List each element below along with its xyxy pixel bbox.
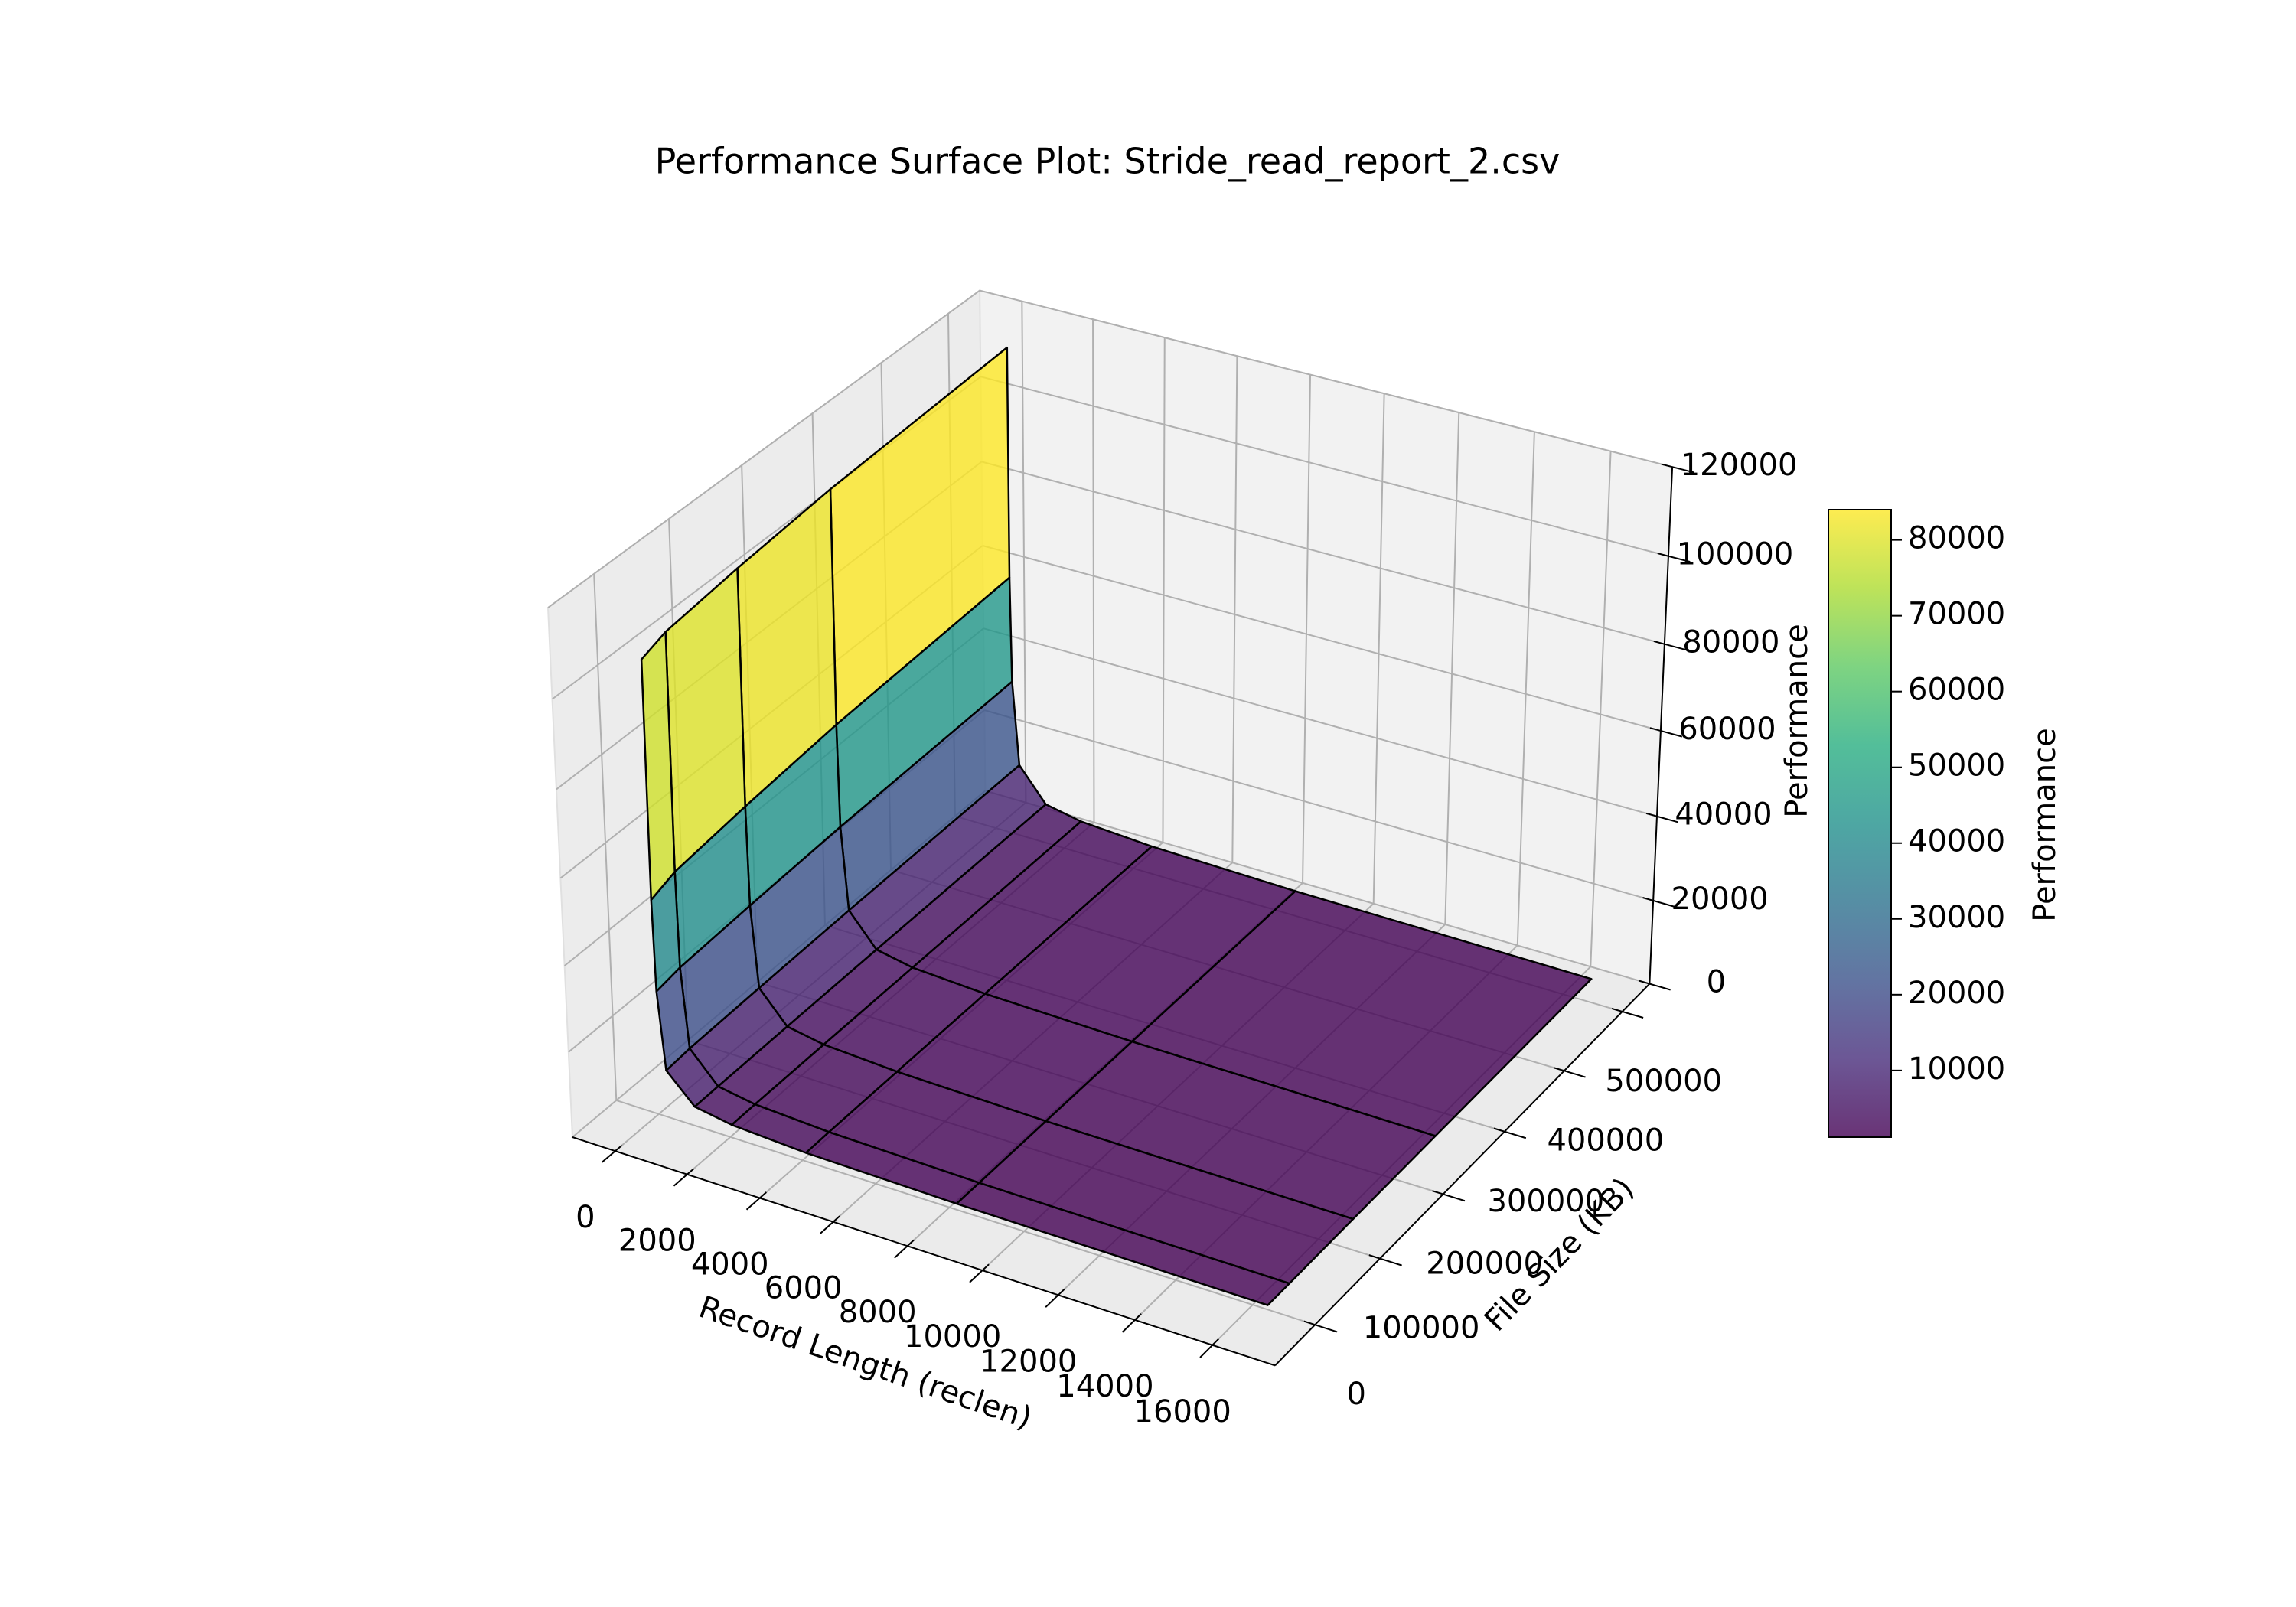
z-tick-label: 60000 bbox=[1678, 712, 1776, 747]
grid-line bbox=[1021, 301, 1027, 803]
y-tick-mark bbox=[1303, 1320, 1338, 1333]
colorbar-tick-label: 70000 bbox=[1908, 597, 2005, 632]
y-tick-label: 300000 bbox=[1487, 1184, 1604, 1219]
x-tick-mark bbox=[673, 1168, 695, 1187]
x-tick-mark bbox=[601, 1144, 623, 1163]
x-tick-label: 8000 bbox=[839, 1295, 917, 1330]
grid-line bbox=[593, 573, 618, 1100]
x-tick-mark bbox=[1199, 1338, 1219, 1358]
x-tick-mark bbox=[819, 1215, 840, 1234]
z-axis-label: Performance bbox=[1779, 624, 1815, 817]
grid-line bbox=[982, 545, 1662, 732]
z-tick-mark bbox=[1661, 463, 1694, 474]
colorbar-tick-label: 60000 bbox=[1908, 673, 2005, 708]
axes bbox=[572, 463, 1694, 1367]
grid-line bbox=[983, 709, 1654, 901]
x-tick-label: 16000 bbox=[1134, 1394, 1231, 1429]
colorbar-group: 10000 20000 30000 40000 50000 60000 70000 80000 bbox=[1828, 509, 2005, 1138]
y-tick-label: 200000 bbox=[1426, 1247, 1543, 1282]
colorbar-tick-label: 20000 bbox=[1908, 976, 2005, 1011]
z-tick-label: 120000 bbox=[1681, 448, 1798, 483]
x-tick-mark bbox=[1045, 1288, 1065, 1308]
colorbar-label: Performance bbox=[2027, 728, 2063, 921]
y-tick-label: 100000 bbox=[1363, 1311, 1480, 1346]
x-tick-label: 14000 bbox=[1056, 1369, 1153, 1404]
x-tick-mark bbox=[745, 1191, 767, 1211]
colorbar-tick-label: 80000 bbox=[1908, 521, 2005, 556]
grid-line bbox=[980, 376, 1669, 557]
x-tick-label: 2000 bbox=[618, 1224, 696, 1259]
y-tick-label: 500000 bbox=[1605, 1064, 1722, 1099]
colorbar bbox=[1828, 509, 1892, 1138]
chart-title: Performance Surface Plot: Stride_read_re… bbox=[655, 141, 1561, 182]
z-tick-mark bbox=[1642, 897, 1675, 908]
y-tick-label: 400000 bbox=[1547, 1123, 1664, 1158]
x-tick-label: 12000 bbox=[980, 1344, 1077, 1379]
z-tick-label: 40000 bbox=[1675, 797, 1772, 833]
z-tick-mark bbox=[1645, 812, 1678, 823]
x-axis-line bbox=[572, 1136, 1276, 1367]
z-tick-mark bbox=[1653, 640, 1687, 651]
surface bbox=[640, 346, 1593, 1306]
grid-line bbox=[1092, 319, 1095, 823]
y-axis-line bbox=[1274, 983, 1651, 1367]
surface-face bbox=[955, 1182, 1290, 1306]
y-tick-mark bbox=[1432, 1190, 1466, 1202]
grid-line bbox=[547, 289, 980, 608]
z-tick-mark bbox=[1657, 553, 1691, 563]
y-tick-mark bbox=[1368, 1254, 1402, 1266]
grid-line bbox=[1231, 356, 1238, 863]
grid-line bbox=[1444, 412, 1460, 925]
x-tick-mark bbox=[1121, 1313, 1142, 1333]
grid-line bbox=[1302, 374, 1312, 883]
z-tick-label: 20000 bbox=[1671, 882, 1769, 917]
x-tick-label: 4000 bbox=[691, 1247, 769, 1283]
colorbar-tick-label: 50000 bbox=[1908, 748, 2005, 784]
colorbar-tick-label: 40000 bbox=[1908, 824, 2005, 859]
z-tick-label: 80000 bbox=[1682, 625, 1779, 660]
grid-line bbox=[1590, 451, 1612, 967]
x-tick-label: 6000 bbox=[765, 1271, 843, 1306]
x-tick-mark bbox=[969, 1263, 990, 1283]
grid-line bbox=[985, 790, 1650, 985]
z-tick-mark bbox=[1639, 980, 1671, 991]
surface-face bbox=[640, 631, 676, 901]
grid-line bbox=[615, 1099, 1316, 1326]
x-tick-label: 0 bbox=[576, 1200, 595, 1235]
grid-line bbox=[979, 289, 1673, 468]
grid-line bbox=[981, 461, 1665, 645]
grid-line bbox=[1372, 393, 1385, 904]
z-tick-label: 0 bbox=[1707, 965, 1726, 1000]
colorbar-tick-label: 30000 bbox=[1908, 900, 2005, 935]
grid-line bbox=[983, 627, 1658, 817]
x-tick-mark bbox=[894, 1239, 915, 1259]
z-tick-label: 100000 bbox=[1677, 537, 1794, 572]
y-tick-label: 0 bbox=[1346, 1377, 1365, 1412]
y-tick-mark bbox=[1493, 1127, 1527, 1139]
x-tick-label: 10000 bbox=[904, 1319, 1001, 1354]
y-tick-mark bbox=[1553, 1067, 1586, 1078]
colorbar-tick-label: 10000 bbox=[1908, 1051, 2005, 1087]
z-axis-line bbox=[1649, 467, 1674, 984]
grid-line bbox=[1162, 337, 1166, 843]
z-tick-mark bbox=[1649, 727, 1683, 738]
grid-line bbox=[1516, 432, 1535, 946]
y-tick-mark bbox=[1611, 1007, 1644, 1019]
